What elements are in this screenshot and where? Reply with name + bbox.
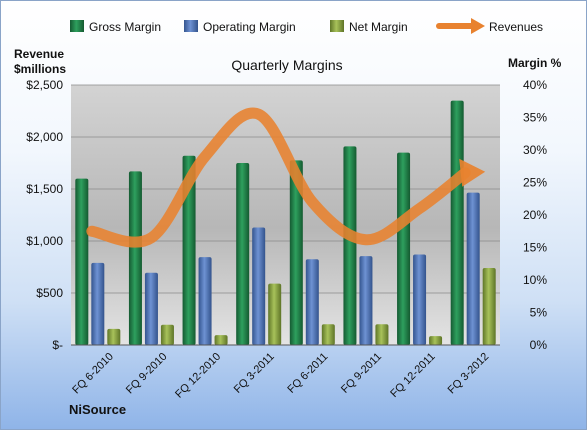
right-tick-label: 20% [523, 208, 547, 222]
net-margin-bar [160, 324, 174, 345]
gross-margin-bar [128, 171, 142, 345]
left-tick-label: $2,500 [26, 78, 63, 92]
net-margin-bar [429, 336, 443, 345]
legend-label-operating-margin: Operating Margin [203, 20, 296, 34]
net-margin-bar [107, 328, 121, 345]
left-axis-label-line1: Revenue [14, 47, 64, 61]
legend-label-net-margin: Net Margin [349, 20, 408, 34]
x-tick-label: FQ 6-2011 [285, 351, 330, 396]
right-tick-label: 30% [523, 143, 547, 157]
right-tick-label: 10% [523, 273, 547, 287]
left-tick-label: $2,000 [26, 130, 63, 144]
x-tick-label: FQ 3-2011 [232, 351, 277, 396]
x-tick-label: FQ 9-2010 [124, 351, 170, 397]
x-tick-label: FQ 12-2011 [388, 351, 437, 400]
operating-margin-bar [91, 262, 105, 345]
gross-margin-bar [450, 100, 464, 345]
operating-margin-bar [466, 192, 480, 345]
net-margin-bar [321, 324, 335, 345]
gross-margin-bar [182, 155, 196, 345]
right-tick-label: 35% [523, 111, 547, 125]
revenues-line [86, 107, 486, 248]
gross-margin-bar [236, 163, 250, 345]
legend-arrowhead-revenues [471, 18, 485, 34]
legend-label-revenues: Revenues [489, 20, 543, 34]
x-tick-label: FQ 9-2011 [339, 351, 384, 396]
right-axis-ticks: 0% 5% 10% 15% 20% 25% 30% 35% 40% [523, 78, 547, 352]
gross-margin-bar [397, 152, 411, 345]
net-margin-bar [214, 335, 228, 345]
left-tick-label: $- [52, 338, 63, 352]
x-tick-label: FQ 6-2010 [70, 351, 116, 397]
operating-margin-bar [305, 259, 319, 345]
left-axis-label-line2: $millions [14, 62, 66, 76]
legend-swatch-gross-margin [70, 20, 84, 32]
right-tick-label: 0% [530, 338, 548, 352]
right-tick-label: 5% [530, 306, 548, 320]
right-tick-label: 25% [523, 176, 547, 190]
chart-title: Quarterly Margins [231, 57, 342, 73]
left-tick-label: $500 [36, 286, 63, 300]
plot-area [71, 85, 500, 345]
operating-margin-bar [252, 227, 266, 345]
gross-margin-bar [75, 178, 89, 345]
legend-label-gross-margin: Gross Margin [89, 20, 161, 34]
right-tick-label: 40% [523, 78, 547, 92]
left-tick-label: $1,000 [26, 234, 63, 248]
net-margin-bar [268, 283, 282, 345]
legend: Gross Margin Operating Margin Net Margin… [70, 18, 543, 34]
operating-margin-bar [359, 256, 373, 345]
gross-margin-bar [289, 160, 303, 345]
revenues-line-path [86, 107, 471, 248]
x-tick-label: FQ 12-2010 [173, 351, 223, 401]
revenues-arrowhead [459, 158, 486, 187]
operating-margin-bar [413, 254, 427, 345]
legend-swatch-operating-margin [184, 20, 198, 32]
right-tick-label: 15% [523, 241, 547, 255]
right-axis-label: Margin % [508, 56, 562, 70]
legend-swatch-net-margin [330, 20, 344, 32]
footer-label: NiSource [69, 402, 126, 417]
left-axis-ticks: $- $500 $1,000 $1,500 $2,000 $2,500 [26, 78, 63, 352]
x-axis-ticks: FQ 6-2010 FQ 9-2010 FQ 12-2010 FQ 3-2011 FQ … [70, 351, 491, 401]
operating-margin-bar [144, 272, 158, 345]
net-margin-bar [375, 324, 389, 345]
operating-margin-bar [198, 257, 212, 345]
gross-margin-bar [343, 146, 357, 345]
net-margin-bar [482, 268, 496, 345]
x-tick-label: FQ 3-2012 [446, 351, 492, 397]
left-tick-label: $1,500 [26, 182, 63, 196]
